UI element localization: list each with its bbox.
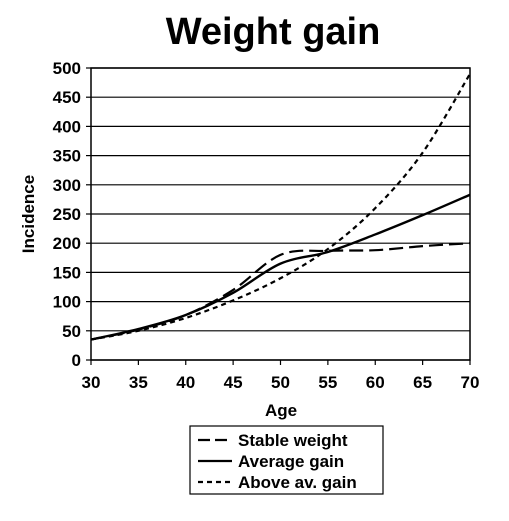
y-tick-label: 300 xyxy=(53,176,81,195)
x-tick-label: 45 xyxy=(224,373,243,392)
legend-label: Above av. gain xyxy=(238,473,357,492)
x-tick-label: 40 xyxy=(176,373,195,392)
series-line-stable-weight xyxy=(90,242,471,341)
y-tick-label: 400 xyxy=(53,117,81,136)
x-tick-label: 55 xyxy=(318,373,337,392)
y-tick-label: 150 xyxy=(53,263,81,282)
y-tick-label: 350 xyxy=(53,147,81,166)
y-tick-label: 200 xyxy=(53,234,81,253)
series-line-above-av-gain xyxy=(90,73,471,341)
y-tick-label: 500 xyxy=(53,59,81,78)
y-tick-label: 0 xyxy=(72,351,81,370)
y-axis-ticks: 0 50 100 150 200 250 300 350 400 450 500 xyxy=(53,59,91,370)
plot-area xyxy=(90,67,471,361)
legend-label: Average gain xyxy=(238,452,344,471)
x-tick-label: 70 xyxy=(461,373,480,392)
x-tick-label: 60 xyxy=(366,373,385,392)
series-line-average-gain xyxy=(90,193,471,341)
x-axis-ticks: 30 35 40 45 50 55 60 65 70 xyxy=(82,360,480,392)
chart-title: Weight gain xyxy=(166,11,381,53)
legend-label: Stable weight xyxy=(238,431,348,450)
legend: Stable weight Average gain Above av. gain xyxy=(189,425,384,495)
x-tick-label: 65 xyxy=(413,373,432,392)
y-tick-label: 50 xyxy=(62,322,81,341)
x-axis-label: Age xyxy=(265,401,297,420)
x-tick-label: 50 xyxy=(271,373,290,392)
y-tick-label: 100 xyxy=(53,293,81,312)
x-tick-label: 35 xyxy=(129,373,148,392)
y-tick-label: 450 xyxy=(53,88,81,107)
series-lines xyxy=(90,73,471,341)
y-tick-label: 250 xyxy=(53,205,81,224)
y-axis-label: Incidence xyxy=(19,175,38,253)
gridlines xyxy=(91,67,470,361)
x-tick-label: 30 xyxy=(82,373,101,392)
